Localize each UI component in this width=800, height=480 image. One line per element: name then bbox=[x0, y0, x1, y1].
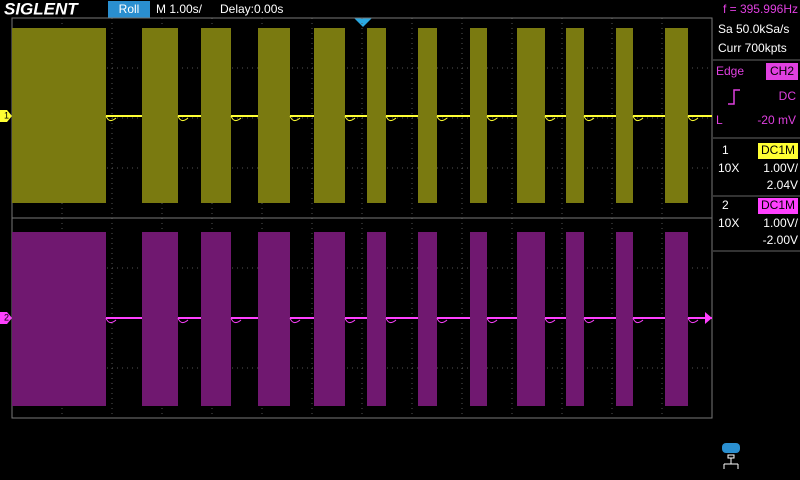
probe-ratio[interactable]: 10X bbox=[718, 216, 739, 230]
frequency: f = 395.996Hz bbox=[723, 2, 798, 16]
waveform-burst bbox=[517, 28, 545, 203]
waveform-burst bbox=[12, 232, 106, 406]
waveform-edge bbox=[385, 317, 397, 324]
waveform-edge bbox=[544, 115, 556, 122]
waveform-edge bbox=[177, 115, 189, 122]
waveform-edge bbox=[687, 317, 699, 324]
waveform-edge bbox=[105, 115, 117, 122]
trigger-source-badge[interactable] bbox=[766, 63, 798, 80]
waveform-edge bbox=[486, 115, 498, 122]
waveform-burst bbox=[470, 232, 487, 406]
channel-number[interactable]: 2 bbox=[722, 198, 729, 212]
waveform-burst bbox=[314, 28, 345, 203]
channel-marker-label[interactable]: 1 bbox=[4, 110, 9, 120]
waveform-burst bbox=[258, 28, 290, 203]
trigger-type[interactable]: Edge bbox=[716, 64, 744, 78]
trigger-slope-icon bbox=[728, 89, 740, 105]
trigger-coupling[interactable]: DC bbox=[779, 89, 797, 103]
waveform-edge bbox=[583, 115, 595, 122]
coupling-badge[interactable] bbox=[758, 198, 798, 214]
usb-icon bbox=[722, 443, 740, 453]
waveform-burst bbox=[616, 232, 633, 406]
probe-ratio[interactable]: 10X bbox=[718, 161, 739, 175]
waveform-edge bbox=[230, 317, 242, 324]
channel-marker-label[interactable]: 2 bbox=[4, 312, 9, 322]
channel-coupling[interactable]: DC1M bbox=[761, 143, 795, 157]
waveform-edge bbox=[289, 317, 301, 324]
waveform-burst bbox=[258, 232, 290, 406]
channel-coupling[interactable]: DC1M bbox=[761, 198, 795, 212]
waveform-burst bbox=[566, 28, 584, 203]
waveform-burst bbox=[566, 232, 584, 406]
waveform-edge bbox=[632, 115, 644, 122]
channel-number[interactable]: 1 bbox=[722, 143, 729, 157]
vertical-offset[interactable]: -2.00V bbox=[763, 233, 798, 247]
waveform-edge bbox=[544, 317, 556, 324]
channel-marker[interactable] bbox=[0, 312, 12, 324]
waveform-edge bbox=[436, 115, 448, 122]
waveform-edge bbox=[687, 115, 699, 122]
waveform-burst bbox=[201, 232, 231, 406]
vertical-offset[interactable]: 2.04V bbox=[767, 178, 798, 192]
waveform-burst bbox=[665, 28, 688, 203]
memory-depth: Curr 700kpts bbox=[718, 41, 787, 55]
delay[interactable]: Delay:0.00s bbox=[220, 2, 283, 16]
waveform-edge bbox=[344, 317, 356, 324]
vertical-scale[interactable]: 1.00V/ bbox=[763, 161, 798, 175]
waveform-burst bbox=[418, 232, 437, 406]
mode[interactable]: Roll bbox=[119, 2, 140, 16]
waveform-edge bbox=[436, 317, 448, 324]
waveform-edge bbox=[385, 115, 397, 122]
logo: SIGLENT bbox=[4, 0, 79, 18]
waveform-burst bbox=[201, 28, 231, 203]
vertical-scale[interactable]: 1.00V/ bbox=[763, 216, 798, 230]
waveform-burst bbox=[367, 232, 386, 406]
mode-badge[interactable] bbox=[108, 1, 150, 18]
waveform-edge bbox=[344, 115, 356, 122]
waveform-burst bbox=[142, 28, 178, 203]
graticule-border bbox=[11, 17, 713, 419]
trigger-level-marker bbox=[705, 312, 712, 324]
coupling-badge[interactable] bbox=[758, 143, 798, 159]
waveform-edge bbox=[583, 317, 595, 324]
waveform-edge bbox=[486, 317, 498, 324]
sample-rate: Sa 50.0kSa/s bbox=[718, 22, 789, 36]
trigger-source[interactable]: CH2 bbox=[770, 64, 794, 78]
trigger-level-label: L bbox=[716, 113, 723, 127]
waveform-burst bbox=[142, 232, 178, 406]
network-icon bbox=[723, 454, 739, 469]
waveform-edge bbox=[230, 115, 242, 122]
waveform-edge bbox=[177, 317, 189, 324]
waveform-burst bbox=[517, 232, 545, 406]
timebase[interactable]: M 1.00s/ bbox=[156, 2, 203, 16]
waveform-burst bbox=[616, 28, 633, 203]
waveform-edge bbox=[632, 317, 644, 324]
waveform-burst bbox=[314, 232, 345, 406]
channel-panels: 1 DC1M 10X 1.00V/2.04V 2 DC1M 10X 1.00V/ -2.00V bbox=[713, 143, 800, 252]
waveform-burst bbox=[470, 28, 487, 203]
waveform-edge bbox=[289, 115, 301, 122]
waveform-burst bbox=[418, 28, 437, 203]
channel-marker[interactable] bbox=[0, 110, 12, 122]
waveforms: 12 bbox=[0, 28, 712, 406]
waveform-burst bbox=[665, 232, 688, 406]
trigger-level[interactable]: -20 mV bbox=[757, 113, 796, 127]
waveform-edge bbox=[105, 317, 117, 324]
trigger-position-marker bbox=[354, 18, 372, 27]
waveform-burst bbox=[12, 28, 106, 203]
waveform-burst bbox=[367, 28, 386, 203]
